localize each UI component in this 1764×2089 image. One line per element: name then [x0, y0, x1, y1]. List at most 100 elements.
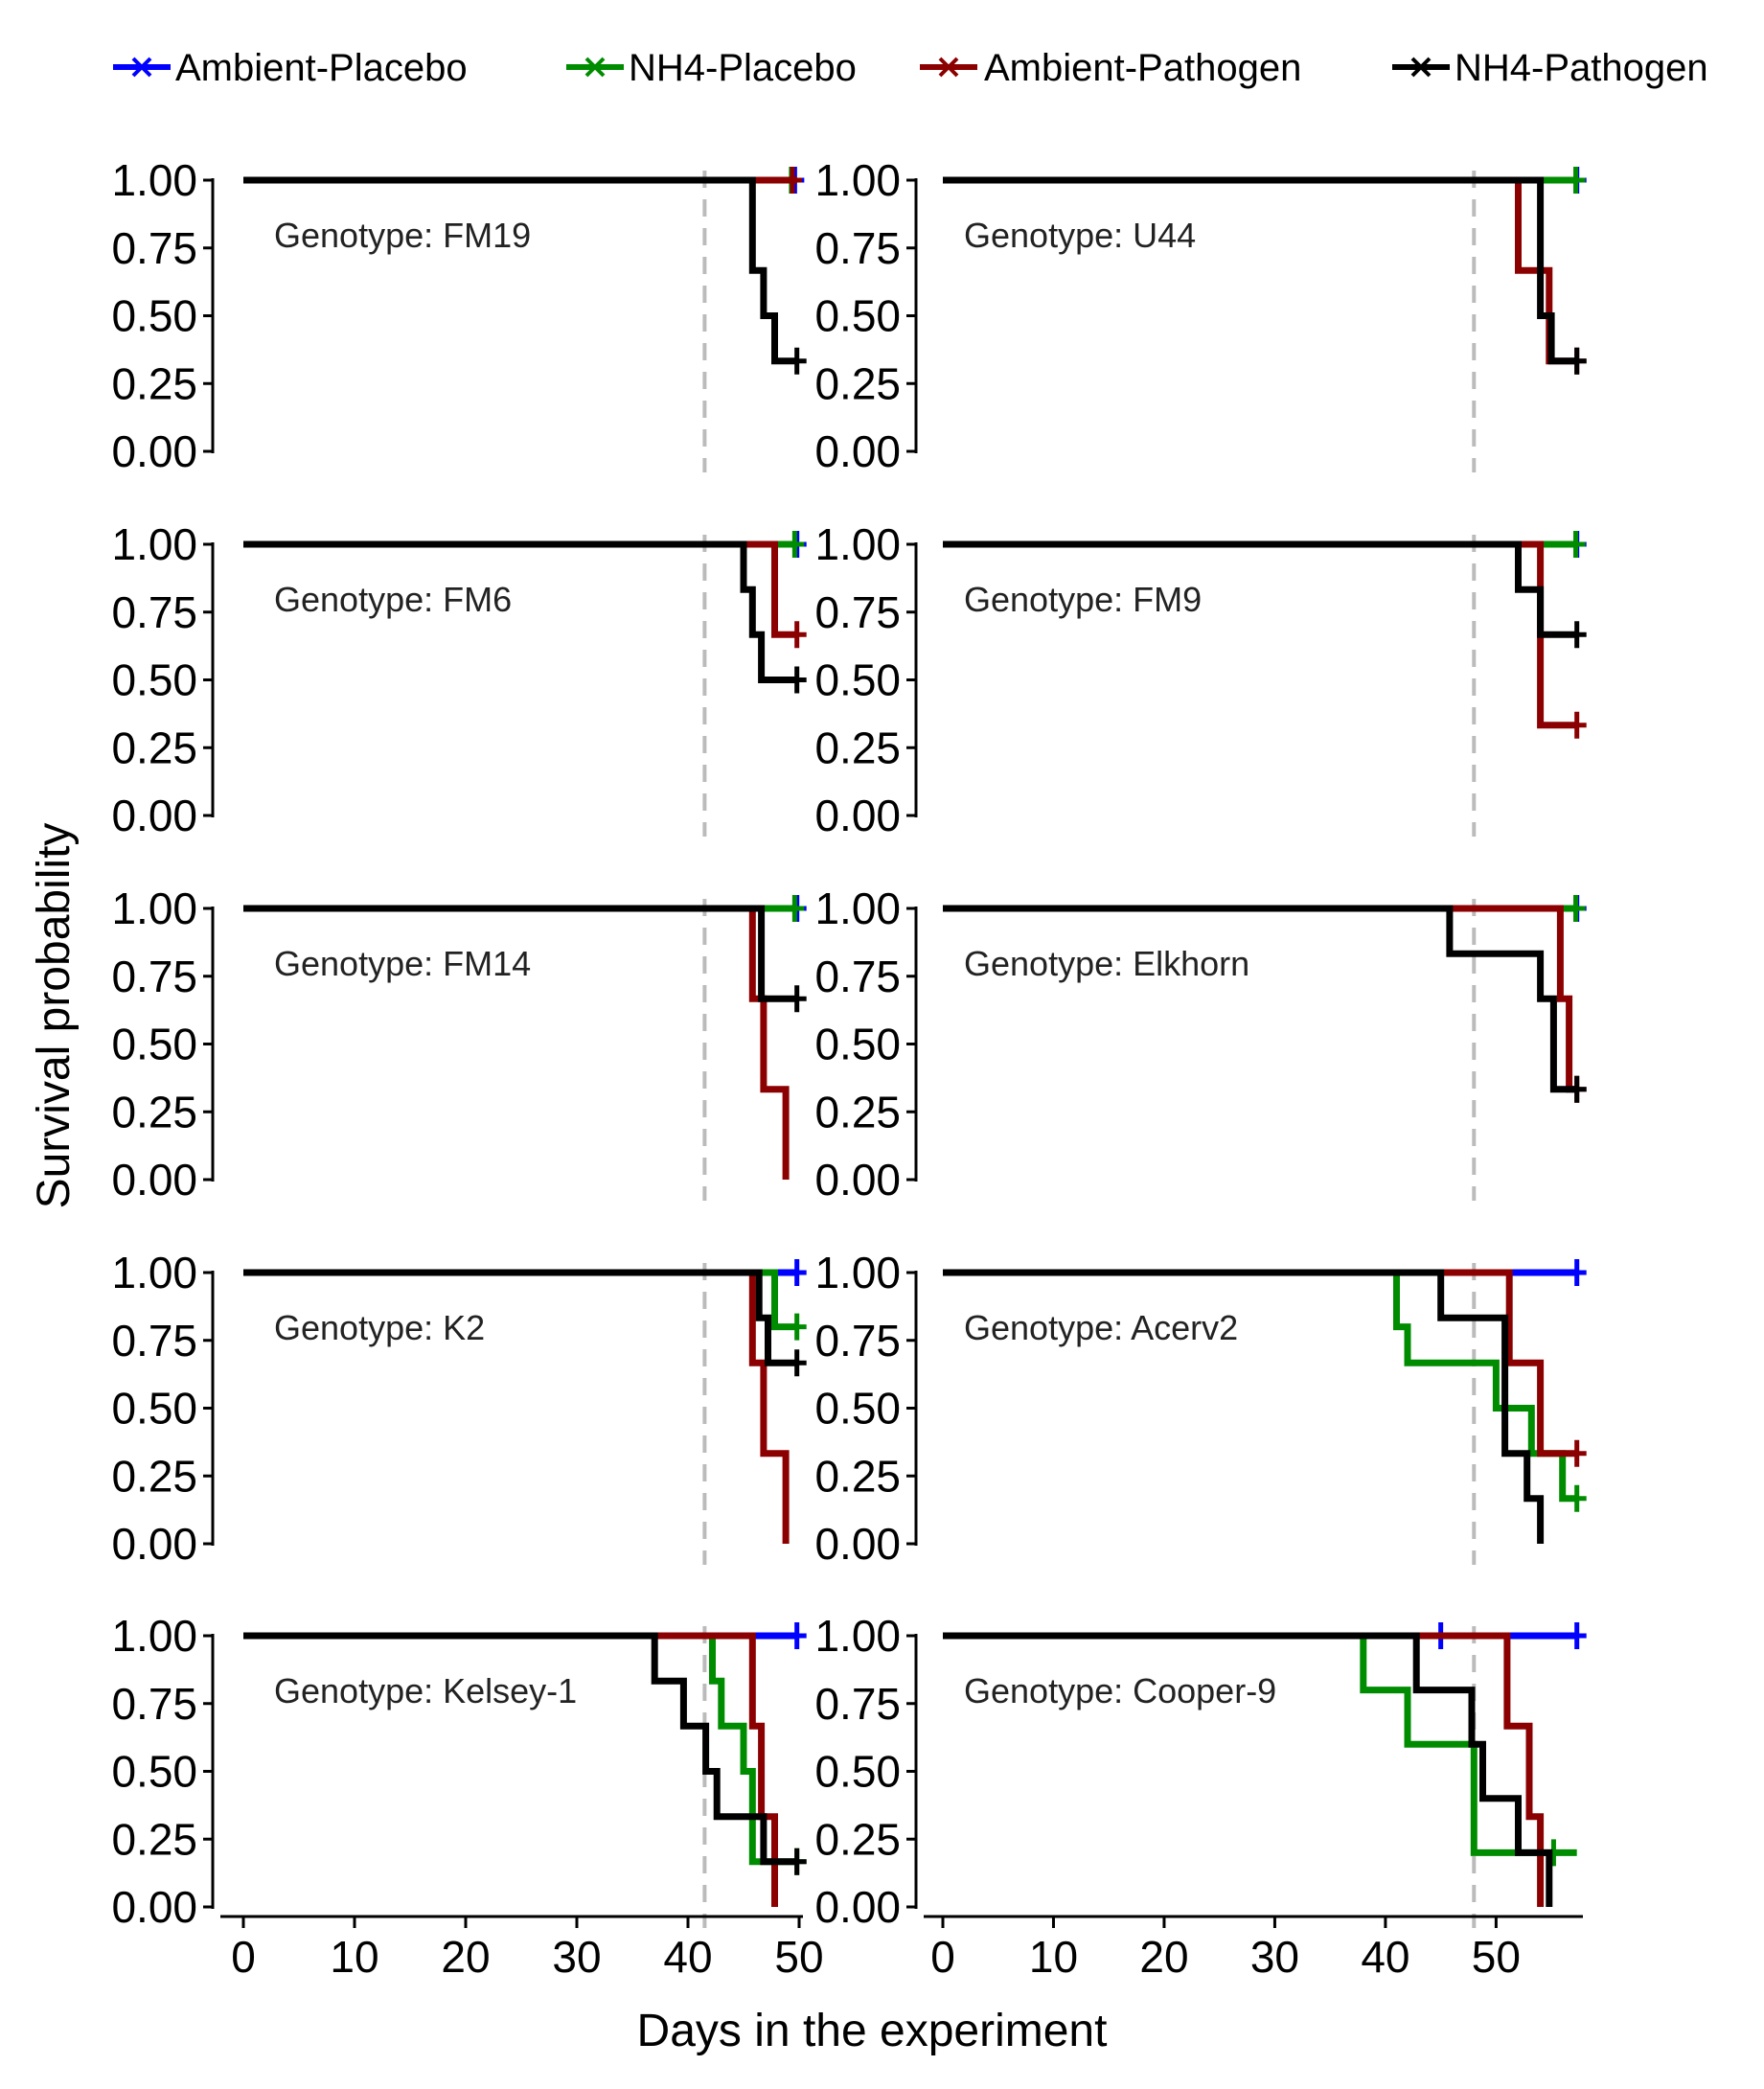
- censor-mark: [785, 895, 805, 922]
- series-line-ambient-pathogen: [943, 176, 1577, 365]
- y-tick-label: 0.00: [111, 426, 197, 476]
- panel-label: Genotype: Elkhorn: [964, 944, 1249, 983]
- panel-label: Genotype: FM19: [274, 216, 531, 255]
- x-tick-label: 30: [552, 1932, 601, 1982]
- x-tick-label: 0: [231, 1932, 256, 1982]
- y-tick-label: 0.00: [111, 1519, 197, 1569]
- censor-mark: [787, 666, 807, 694]
- y-tick-label: 1.00: [814, 1248, 901, 1297]
- y-tick-label: 0.00: [111, 1155, 197, 1205]
- y-tick-label: 0.50: [814, 1020, 901, 1069]
- censor-mark: [785, 531, 805, 558]
- y-tick-label: 0.00: [111, 791, 197, 840]
- y-tick-label: 0.75: [814, 587, 901, 637]
- y-tick-label: 0.00: [814, 426, 901, 476]
- censor-mark: [1566, 895, 1586, 922]
- censor-mark: [787, 621, 807, 649]
- censor-mark: [787, 1622, 807, 1649]
- censor-mark: [1567, 1439, 1587, 1467]
- x-tick-label: 0: [930, 1932, 955, 1982]
- x-axis-title: Days in the experiment: [637, 2006, 1108, 2056]
- y-tick-label: 0.50: [111, 655, 197, 705]
- legend-swatch-marker: [131, 57, 152, 78]
- y-tick-label: 0.25: [814, 1451, 901, 1501]
- y-tick-label: 0.50: [111, 1384, 197, 1434]
- censor-mark: [1567, 711, 1587, 739]
- y-tick-label: 0.25: [814, 358, 901, 408]
- panel-label: Genotype: FM14: [274, 944, 531, 983]
- panel: 1.00 0.75 0.50 0.25 0.00 Genotype: FM6: [111, 519, 807, 840]
- censor-mark: [1567, 621, 1587, 649]
- panel: 1.00 0.75 0.50 0.25 0.00 Genotype: FM14: [111, 884, 807, 1205]
- censor-mark: [787, 1848, 807, 1875]
- panel: 1.00 0.75 0.50 0.25 0.00 Genotype: FM19: [111, 155, 807, 476]
- legend-label: Ambient-Placebo: [175, 47, 468, 89]
- y-tick-label: 0.75: [814, 1316, 901, 1366]
- series-line-nh4-pathogen: [943, 176, 1577, 365]
- legend-swatch-marker: [938, 57, 959, 78]
- x-tick-label: 40: [663, 1932, 712, 1982]
- x-tick-label: 20: [1139, 1932, 1188, 1982]
- y-tick-label: 0.50: [814, 655, 901, 705]
- panel: 1.00 0.75 0.50 0.25 0.00 Genotype: Elkhorn: [814, 884, 1587, 1205]
- panel-label: Genotype: FM6: [274, 580, 512, 619]
- panel-label: Genotype: Kelsey-1: [274, 1671, 577, 1710]
- y-tick-label: 0.75: [814, 1679, 901, 1729]
- x-tick-label: 50: [1472, 1932, 1521, 1982]
- panel-label: Genotype: FM9: [964, 580, 1202, 619]
- censor-mark: [1567, 1484, 1587, 1512]
- x-tick-label: 10: [1029, 1932, 1078, 1982]
- panel: 1.00 0.75 0.50 0.25 0.00 Genotype: K2: [111, 1248, 807, 1569]
- series-line-nh4-pathogen: [243, 176, 797, 365]
- y-axis-title: Survival probability: [29, 823, 80, 1209]
- y-tick-label: 0.50: [814, 1384, 901, 1434]
- y-tick-label: 0.50: [814, 291, 901, 341]
- panel-label: Genotype: U44: [964, 216, 1196, 255]
- y-tick-label: 0.00: [814, 791, 901, 840]
- censor-mark: [783, 167, 803, 194]
- y-tick-label: 1.00: [814, 884, 901, 933]
- legend-item: Ambient-Placebo: [113, 47, 468, 89]
- y-tick-label: 1.00: [111, 884, 197, 933]
- series-line-ambient-pathogen: [943, 540, 1577, 729]
- y-tick-label: 0.25: [814, 723, 901, 772]
- series-line-nh4-pathogen: [243, 905, 797, 1002]
- series-line-ambient-pathogen: [943, 905, 1577, 1093]
- x-tick-label: 40: [1361, 1932, 1409, 1982]
- panel-label: Genotype: Acerv2: [964, 1308, 1238, 1347]
- censor-mark: [1567, 1075, 1587, 1103]
- panel-label: Genotype: Cooper-9: [964, 1671, 1276, 1710]
- y-tick-label: 0.25: [111, 1814, 197, 1864]
- x-tick-label: 30: [1250, 1932, 1299, 1982]
- legend-swatch-marker: [1410, 57, 1432, 78]
- y-tick-label: 0.50: [111, 1020, 197, 1069]
- series-line-ambient-pathogen: [943, 1632, 1545, 1907]
- y-tick-label: 0.00: [814, 1155, 901, 1205]
- panel-label: Genotype: K2: [274, 1308, 485, 1347]
- series-line-nh4-pathogen: [243, 1632, 797, 1866]
- y-tick-label: 0.25: [111, 1451, 197, 1501]
- series-line-nh4-pathogen: [943, 905, 1577, 1093]
- series-line-nh4-pathogen: [943, 1632, 1553, 1907]
- censor-mark: [1566, 531, 1586, 558]
- y-tick-label: 0.75: [111, 952, 197, 1001]
- x-tick-label: 10: [330, 1932, 378, 1982]
- legend-label: Ambient-Pathogen: [984, 47, 1301, 89]
- series-line-nh4-pathogen: [243, 1269, 797, 1366]
- y-tick-label: 1.00: [111, 1611, 197, 1661]
- censor-mark: [787, 1259, 807, 1286]
- y-tick-label: 1.00: [814, 1611, 901, 1661]
- panel: 1.00 0.75 0.50 0.25 0.00 Genotype: FM9: [814, 519, 1587, 840]
- legend-label: NH4-Placebo: [629, 47, 857, 89]
- y-tick-label: 1.00: [111, 155, 197, 205]
- y-tick-label: 0.00: [814, 1882, 901, 1932]
- legend-item: NH4-Pathogen: [1392, 47, 1708, 89]
- y-tick-label: 0.25: [814, 1814, 901, 1864]
- y-tick-label: 0.25: [111, 358, 197, 408]
- y-tick-label: 1.00: [814, 155, 901, 205]
- x-axis: 0 10 20 30 40 50: [924, 1915, 1583, 1982]
- x-tick-label: 20: [441, 1932, 490, 1982]
- y-tick-label: 0.75: [111, 223, 197, 273]
